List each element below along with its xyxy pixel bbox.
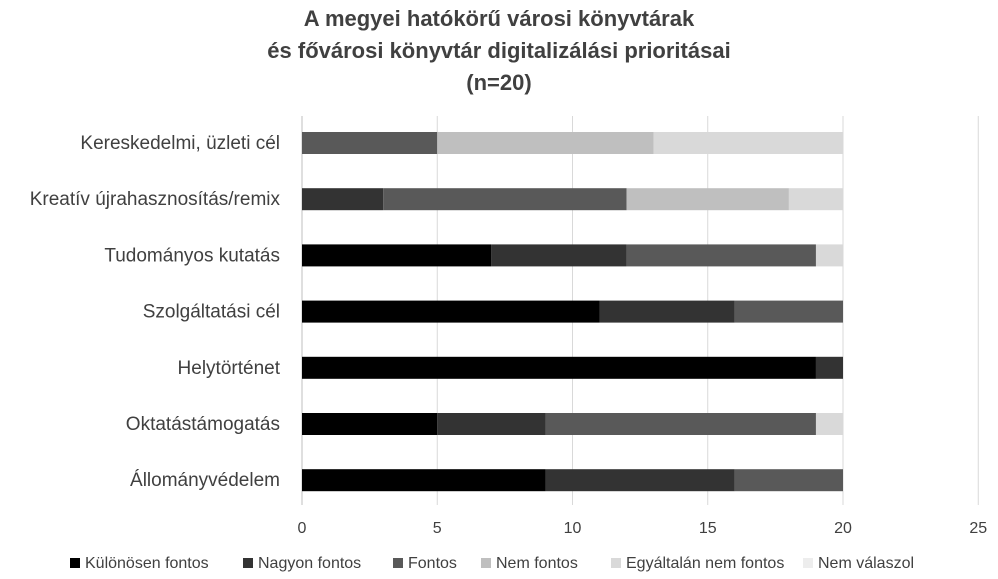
bar-5-6: [815, 413, 843, 435]
bar-3-3: [626, 244, 816, 267]
bar-1-7: [302, 469, 546, 492]
legend-label: Nem válaszol: [818, 555, 914, 572]
bar-2-4: [599, 300, 735, 323]
x-tick-label: 5: [433, 520, 442, 537]
x-tick-label: 0: [298, 520, 307, 537]
bar-2-3: [491, 244, 627, 267]
bar-3-1: [302, 132, 438, 154]
x-tick-label: 25: [969, 520, 987, 537]
bar-2-6: [437, 413, 546, 435]
bar-3-2: [383, 188, 627, 211]
chart-title-line-1: A megyei hatókörű városi könyvtárak: [303, 6, 695, 31]
bar-1-6: [302, 413, 438, 435]
legend-label: Különösen fontos: [85, 555, 209, 572]
bar-2-2: [302, 188, 384, 211]
y-tick-label: Tudományos kutatás: [104, 245, 280, 266]
bar-5-3: [815, 244, 843, 267]
bar-4-2: [626, 188, 789, 211]
bar-3-7: [734, 469, 843, 492]
legend-label: Egyáltalán nem fontos: [626, 555, 784, 572]
bar-5-2: [788, 188, 843, 211]
x-tick-label: 10: [564, 520, 582, 537]
bar-5-1: [653, 132, 843, 154]
bar-3-4: [734, 300, 843, 323]
legend-swatch: [70, 558, 80, 568]
bar-2-5: [815, 356, 843, 379]
legend-swatch: [803, 558, 813, 568]
chart-title-line-3: (n=20): [466, 70, 532, 95]
x-tick-label: 15: [699, 520, 717, 537]
legend-swatch: [243, 558, 253, 568]
legend-swatch: [611, 558, 621, 568]
bar-1-4: [302, 300, 600, 323]
y-tick-label: Helytörténet: [178, 358, 281, 379]
y-tick-label: Oktatástámogatás: [126, 414, 280, 435]
bar-1-3: [302, 244, 492, 267]
legend-label: Nagyon fontos: [258, 555, 361, 572]
y-tick-label: Szolgáltatási cél: [143, 302, 280, 323]
bar-2-7: [545, 469, 735, 492]
legend-swatch: [481, 558, 491, 568]
chart-title-line-2: és fővárosi könyvtár digitalizálási prio…: [267, 38, 731, 63]
y-tick-label: Állományvédelem: [130, 470, 280, 491]
x-tick-label: 20: [834, 520, 852, 537]
bar-3-6: [545, 413, 816, 435]
legend-label: Nem fontos: [496, 555, 578, 572]
y-tick-label: Kereskedelmi, üzleti cél: [80, 133, 280, 154]
legend-label: Fontos: [408, 555, 457, 572]
bar-4-1: [437, 132, 654, 154]
legend-swatch: [393, 558, 403, 568]
bar-1-5: [302, 356, 816, 379]
y-tick-label: Kreatív újrahasznosítás/remix: [30, 189, 281, 210]
